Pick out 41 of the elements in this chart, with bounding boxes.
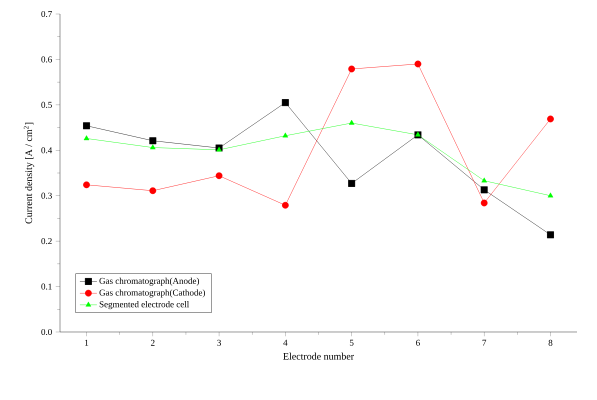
point [348,120,354,125]
point [547,116,554,122]
point [84,135,90,140]
x-tick-label: 4 [283,340,288,346]
y-tick-label: 0.3 [41,192,52,199]
x-tick-label: 6 [416,340,420,346]
x-tick-label: 3 [217,340,221,346]
point [480,186,488,194]
point [348,66,356,72]
legend-label: Segmented electrode cell [100,301,190,310]
x-tick-label: 1 [85,340,88,346]
point [149,137,156,144]
point [216,172,222,180]
point [282,202,289,209]
point [547,231,554,238]
y-tick-label: 0.2 [41,238,52,244]
point [480,200,488,206]
point [149,187,156,194]
point [414,60,422,68]
y-tick-label: 0.5 [41,102,52,108]
y-tick-label: 0.6 [41,56,52,62]
point [548,192,554,198]
point [481,178,487,182]
point [83,122,90,130]
point [348,180,356,187]
x-axis-title: Electrode number [283,352,354,360]
x-tick-label: 7 [482,340,486,346]
point [150,144,156,150]
y-tick-label: 0.0 [41,328,52,336]
x-tick-label: 5 [350,340,354,346]
x-tick-label: 2 [150,340,155,346]
y-axis-title: Current density [A / cm$^{2}$] [24,122,34,224]
point [83,181,90,188]
legend-label: Gas chromatograph(Anode) [99,278,200,286]
y-tick-label: 0.1 [41,284,52,290]
point [282,99,289,106]
y-tick-label: 0.7 [41,10,52,18]
y-tick-label: 0.4 [41,147,52,154]
legend-label: Gas chromatograph(Cathode) [99,289,206,298]
point [282,132,288,138]
x-tick-label: 8 [548,340,552,346]
